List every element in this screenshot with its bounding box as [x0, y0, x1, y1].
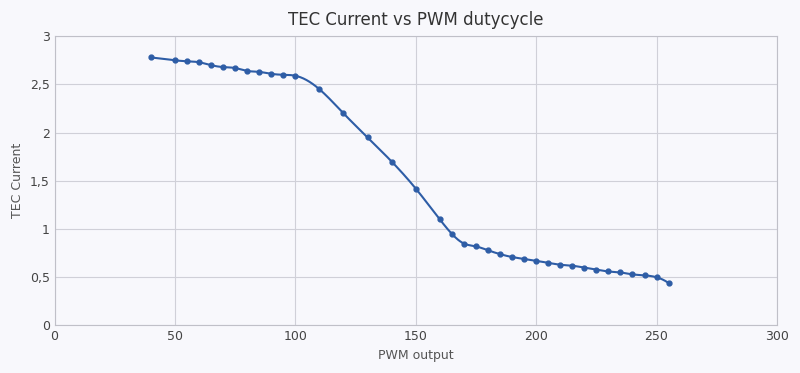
Y-axis label: TEC Current: TEC Current: [11, 143, 24, 219]
X-axis label: PWM output: PWM output: [378, 349, 454, 362]
Title: TEC Current vs PWM dutycycle: TEC Current vs PWM dutycycle: [288, 11, 543, 29]
